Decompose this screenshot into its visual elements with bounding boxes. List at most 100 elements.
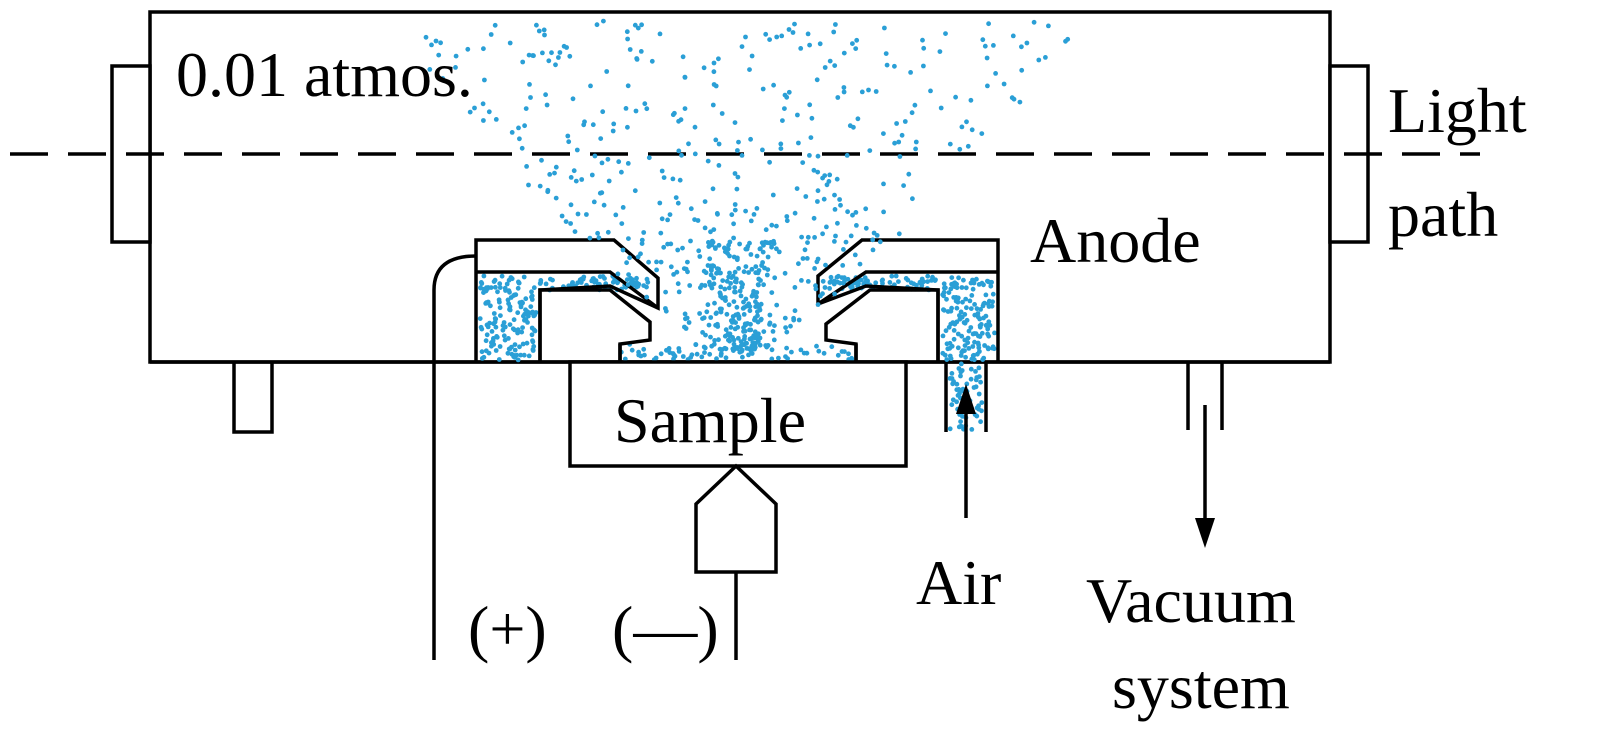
particle-dot (814, 343, 819, 349)
particle-dot (601, 18, 606, 24)
particle-dot (780, 118, 785, 123)
particle-dot (598, 136, 604, 142)
particle-dot (634, 57, 640, 62)
particle-dot (436, 52, 442, 58)
particle-dot (749, 293, 755, 299)
particle-dot (484, 332, 490, 338)
particle-dot (620, 205, 626, 210)
particle-dot (798, 46, 804, 51)
particle-dot (600, 109, 606, 115)
particle-dot (547, 172, 553, 177)
particle-dot (629, 347, 635, 353)
particle-dot (747, 308, 753, 314)
particle-dot (668, 264, 674, 270)
particle-dot (961, 277, 966, 283)
particle-dot (824, 182, 830, 188)
particle-dot (761, 242, 766, 248)
particle-dot (687, 283, 693, 288)
particle-dot (718, 284, 724, 290)
particle-dot (679, 152, 684, 158)
particle-dot (815, 188, 821, 194)
particle-dot (894, 121, 899, 126)
particle-dot (820, 231, 825, 237)
particle-dot (803, 194, 809, 199)
particle-dot (732, 120, 738, 125)
particle-dot (827, 58, 833, 64)
particle-dot (453, 65, 458, 70)
particle-dot (840, 280, 846, 286)
particle-dot (682, 311, 688, 317)
particle-dot (523, 296, 529, 302)
particle-dot (590, 122, 596, 128)
particle-dot (493, 284, 498, 290)
particle-dot (709, 343, 715, 349)
particle-dot (675, 200, 681, 206)
particle-dot (632, 188, 638, 194)
particle-dot (574, 147, 580, 153)
particle-dot (758, 316, 764, 322)
particle-dot (485, 324, 491, 330)
particle-dot (838, 202, 843, 208)
particle-dot (686, 141, 691, 147)
particle-dot (980, 357, 986, 362)
particle-dot (976, 345, 982, 351)
particle-dot (845, 209, 850, 215)
particle-dot (782, 106, 787, 111)
particle-dot (639, 237, 645, 243)
particle-dot (708, 315, 714, 320)
particle-dot (735, 346, 740, 351)
particle-dot (767, 312, 773, 318)
particle-dot (719, 111, 725, 116)
particle-dot (624, 260, 629, 266)
particle-dot (717, 346, 723, 352)
particle-dot (769, 356, 775, 362)
particle-dot (829, 344, 835, 350)
particle-dot (828, 274, 834, 280)
particle-dot (433, 38, 439, 44)
particle-dot (478, 324, 484, 330)
particle-dot (944, 296, 949, 302)
particle-dot (956, 275, 961, 281)
particle-dot (605, 229, 611, 235)
particle-dot (841, 275, 847, 281)
particle-dot (855, 116, 861, 122)
particle-dot (613, 212, 619, 218)
particle-dot (507, 40, 513, 46)
particle-dot (892, 140, 897, 146)
particle-dot (969, 127, 975, 133)
particle-dot (962, 320, 968, 326)
particle-dot (653, 355, 659, 361)
particle-dot (491, 311, 497, 316)
particle-dot (477, 316, 483, 321)
particle-dot (962, 348, 967, 354)
particle-dot (654, 259, 659, 265)
particle-dot (483, 348, 489, 354)
particle-dot (958, 373, 963, 379)
particle-dot (472, 105, 477, 111)
particle-dot (575, 211, 581, 217)
particle-dot (731, 235, 736, 241)
particle-dot (509, 351, 515, 357)
particle-dot (840, 263, 846, 268)
particle-dot (962, 343, 968, 348)
particle-dot (504, 281, 510, 287)
particle-dot (728, 325, 734, 330)
particle-dot (786, 27, 792, 32)
particle-dot (530, 338, 535, 343)
particle-dot (799, 278, 804, 283)
particle-dot (792, 308, 798, 314)
particle-dot (981, 315, 986, 321)
particle-dot (747, 67, 752, 72)
particle-dot (784, 345, 789, 351)
particle-dot (764, 272, 770, 278)
particle-dot (676, 148, 682, 154)
particle-dot (749, 351, 755, 356)
particle-dot (682, 324, 687, 330)
particle-dot (974, 306, 980, 312)
particle-dot (481, 354, 487, 360)
particle-dot (756, 276, 762, 282)
particle-dot (616, 159, 622, 165)
particle-dot (722, 245, 727, 251)
particle-dot (921, 45, 927, 51)
particle-dot (842, 349, 847, 354)
